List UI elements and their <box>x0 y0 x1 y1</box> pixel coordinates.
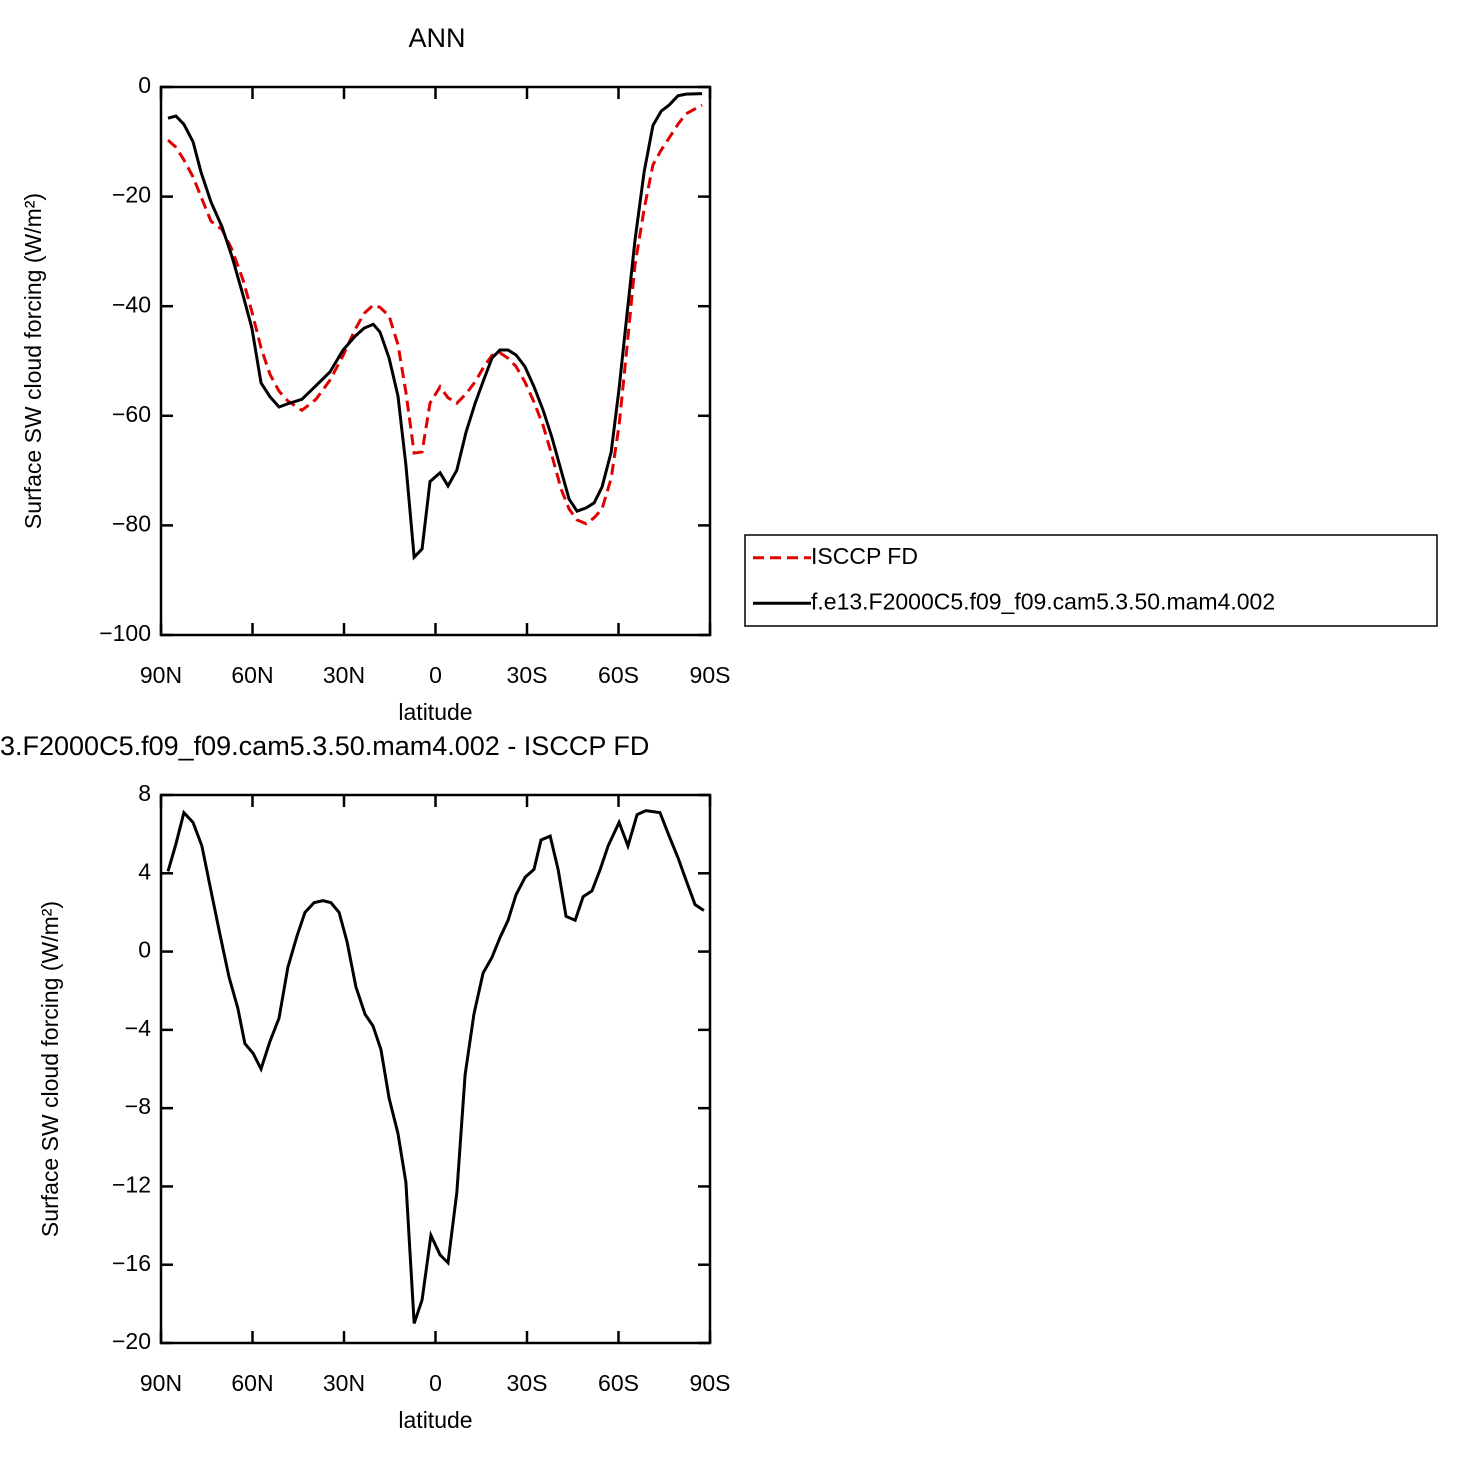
x-tick-label: 0 <box>429 662 442 688</box>
x-tick-label: 0 <box>429 1370 442 1396</box>
x-tick-label: 90N <box>140 1370 182 1396</box>
y-tick-label: −40 <box>112 291 151 317</box>
data-line <box>166 809 705 1324</box>
y-tick-label: 0 <box>138 937 151 963</box>
y-tick-label: −16 <box>112 1250 151 1276</box>
x-tick-label: 60S <box>598 662 639 688</box>
chart-title: 3.F2000C5.f09_f09.cam5.3.50.mam4.002 - I… <box>0 731 649 761</box>
y-tick-label: −12 <box>112 1172 151 1198</box>
y-tick-label: −4 <box>125 1015 151 1041</box>
y-tick-label: −20 <box>112 182 151 208</box>
chart-title: ANN <box>408 23 465 53</box>
plot-frame <box>159 793 712 1345</box>
legend-label: ISCCP FD <box>811 543 918 569</box>
y-axis-label: Surface SW cloud forcing (W/m²) <box>37 901 63 1237</box>
y-tick-label: −20 <box>112 1328 151 1354</box>
legend-label: f.e13.F2000C5.f09_f09.cam5.3.50.mam4.002 <box>811 588 1275 614</box>
y-tick-label: 4 <box>138 858 151 884</box>
y-tick-label: −60 <box>112 401 151 427</box>
y-tick-label: −8 <box>125 1093 151 1119</box>
data-line <box>167 92 703 561</box>
y-tick-label: 0 <box>138 72 151 98</box>
x-tick-label: 30S <box>507 1370 548 1396</box>
x-tick-label: 30S <box>507 662 548 688</box>
y-tick-label: 8 <box>138 780 151 806</box>
y-axis-label: Surface SW cloud forcing (W/m²) <box>20 193 46 529</box>
x-tick-label: 90S <box>690 662 731 688</box>
data-line <box>167 103 703 526</box>
y-tick-label: −100 <box>99 620 151 646</box>
x-tick-label: 30N <box>323 662 365 688</box>
y-tick-label: −80 <box>112 510 151 536</box>
plot-frame <box>159 85 712 637</box>
x-tick-label: 90S <box>690 1370 731 1396</box>
x-tick-label: 90N <box>140 662 182 688</box>
legend-box <box>744 534 1438 627</box>
x-tick-label: 60S <box>598 1370 639 1396</box>
x-tick-label: 60N <box>231 1370 273 1396</box>
x-tick-label: 60N <box>231 662 273 688</box>
x-axis-label: latitude <box>398 699 472 725</box>
x-axis-label: latitude <box>398 1407 472 1433</box>
x-tick-label: 30N <box>323 1370 365 1396</box>
